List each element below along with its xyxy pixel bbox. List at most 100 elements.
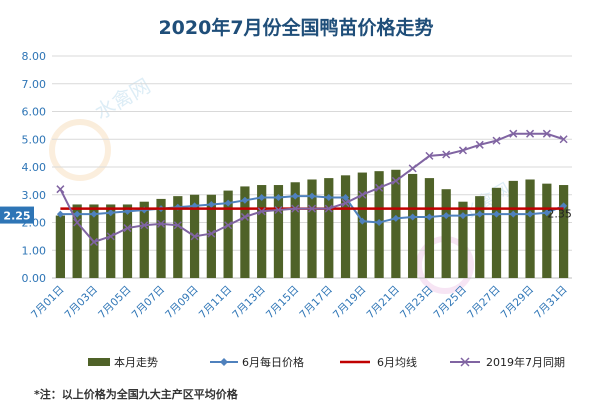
point-marker	[207, 200, 215, 208]
x-tick-label: 7月01日	[29, 284, 67, 322]
bar	[441, 189, 451, 278]
watermark-text: 水禽网	[91, 74, 155, 125]
point-marker	[73, 210, 81, 218]
x-tick-label: 7月17日	[297, 284, 335, 322]
point-marker	[89, 237, 98, 246]
point-marker	[107, 209, 115, 217]
point-marker	[140, 221, 149, 230]
point-marker	[476, 210, 484, 218]
first-value-box	[0, 206, 34, 224]
bar	[240, 186, 250, 278]
point-marker	[442, 150, 451, 159]
point-marker	[224, 221, 233, 230]
point-marker	[375, 219, 383, 226]
x-axis: 7月01日7月03日7月05日7月07日7月09日7月11日7月13日7月15日…	[29, 284, 570, 322]
x-tick-label: 7月13日	[230, 284, 268, 322]
point-marker	[241, 196, 249, 204]
point-marker	[442, 212, 450, 220]
point-marker	[459, 212, 467, 220]
bar	[542, 183, 552, 278]
bar	[223, 190, 233, 278]
point-marker	[240, 212, 249, 221]
point-marker	[324, 204, 333, 213]
y-tick-label: 1.00	[22, 244, 47, 257]
bar	[324, 178, 334, 278]
x-tick-label: 7月23日	[398, 284, 436, 322]
bar	[408, 173, 418, 278]
legend-label-bar: 本月走势	[114, 355, 158, 369]
point-marker	[325, 194, 333, 202]
point-marker	[274, 194, 282, 202]
point-marker	[56, 210, 64, 218]
point-marker	[73, 218, 82, 227]
point-marker	[190, 232, 199, 241]
bar	[122, 204, 133, 278]
point-marker	[123, 224, 132, 233]
point-marker	[458, 146, 467, 155]
point-marker	[425, 213, 433, 221]
legend-marker-june-daily	[220, 358, 228, 366]
point-marker	[56, 185, 65, 194]
point-marker	[106, 232, 115, 241]
bar	[307, 179, 317, 278]
point-marker	[408, 164, 417, 173]
bar	[391, 169, 401, 278]
x-tick-label: 7月09日	[163, 284, 201, 322]
point-marker	[559, 135, 568, 144]
bar	[525, 179, 535, 278]
x-tick-label: 7月03日	[63, 284, 101, 322]
legend-label-last-year: 2019年7月同期	[486, 355, 565, 369]
y-tick-label: 4.00	[22, 161, 47, 174]
chart-title: 2020年7月份全国鸭苗价格走势	[158, 16, 433, 39]
bar	[357, 172, 367, 278]
legend-label-june-avg: 6月均线	[377, 355, 417, 369]
point-marker	[526, 210, 534, 218]
legend-marker-last-year	[460, 357, 470, 367]
point-marker	[224, 199, 232, 207]
point-marker	[291, 192, 299, 200]
point-marker	[493, 210, 501, 218]
point-marker	[358, 190, 367, 199]
y-tick-label: 6.00	[22, 106, 47, 119]
x-tick-label: 7月19日	[331, 284, 369, 322]
point-marker	[308, 192, 316, 200]
line-series	[56, 129, 568, 246]
bar	[206, 194, 216, 278]
bar	[72, 204, 82, 278]
legend: 本月走势 6月每日价格 6月均线 2019年7月同期	[88, 355, 565, 369]
bar	[340, 175, 351, 278]
bar	[508, 180, 518, 278]
bar	[491, 187, 502, 278]
y-tick-label: 5.00	[22, 133, 47, 146]
bar	[458, 201, 468, 278]
bar	[273, 185, 284, 278]
bar	[475, 196, 485, 278]
bar	[156, 198, 166, 278]
x-tick-label: 7月15日	[264, 284, 302, 322]
bar	[290, 182, 300, 278]
last-value-label: 2.35	[547, 208, 572, 221]
point-marker	[375, 183, 384, 192]
legend-swatch-bar	[88, 358, 110, 366]
first-value-label: 2.25	[3, 210, 30, 223]
point-marker	[257, 207, 266, 216]
x-tick-label: 7月07日	[130, 284, 168, 322]
x-tick-label: 7月31日	[532, 284, 570, 322]
point-marker	[341, 199, 350, 208]
point-marker	[391, 176, 400, 185]
y-tick-label: 0.00	[22, 272, 47, 285]
y-axis: 0.001.002.003.004.005.006.007.008.00	[22, 50, 47, 285]
point-marker	[358, 217, 366, 225]
point-marker	[90, 210, 98, 218]
point-marker	[274, 205, 283, 215]
point-marker	[509, 210, 517, 218]
point-marker	[157, 219, 166, 228]
point-marker	[342, 194, 350, 202]
x-tick-label: 7月05日	[96, 284, 134, 322]
x-tick-label: 7月27日	[465, 284, 503, 322]
point-marker	[258, 194, 266, 202]
point-marker	[475, 140, 484, 149]
bar	[55, 215, 65, 278]
point-marker	[307, 204, 317, 213]
point-marker	[509, 129, 518, 138]
